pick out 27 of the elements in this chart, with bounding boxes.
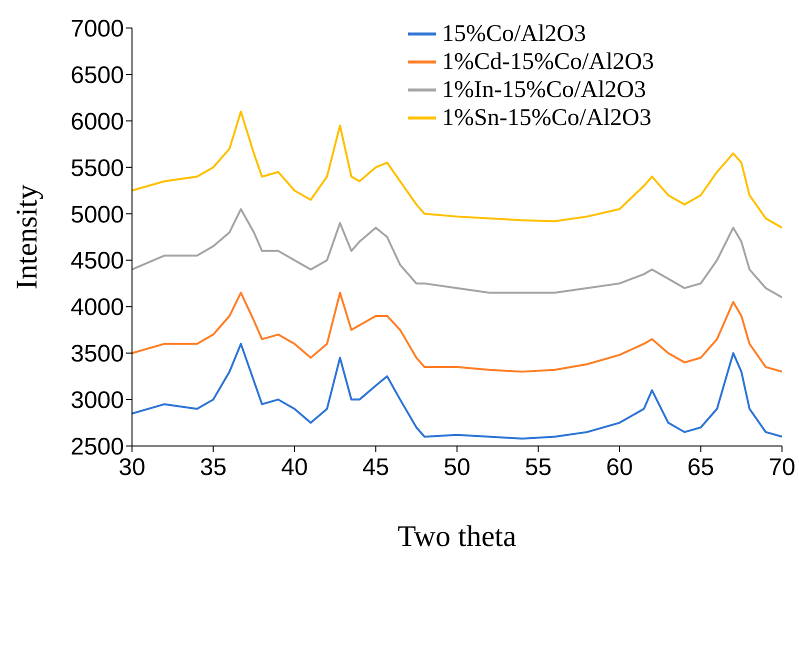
- x-tick-label: 45: [362, 454, 390, 482]
- legend-label: 15%Co/Al2O3: [442, 20, 586, 48]
- x-tick-label: 60: [606, 454, 633, 482]
- legend-label: 1%Cd-15%Co/Al2O3: [442, 48, 654, 76]
- y-tick-label: 3500: [70, 340, 124, 368]
- y-axis-title: Intensity: [10, 184, 44, 290]
- legend-label: 1%Sn-15%Co/Al2O3: [442, 104, 652, 132]
- x-tick-label: 40: [281, 454, 308, 482]
- y-tick-label: 6500: [70, 62, 124, 89]
- x-tick-label: 30: [118, 454, 146, 482]
- x-axis-title: Two theta: [398, 520, 516, 553]
- y-tick-label: 5500: [70, 154, 124, 182]
- x-tick-label: 35: [200, 454, 227, 482]
- y-tick-label: 7000: [70, 16, 124, 43]
- y-tick-label: 5000: [70, 201, 124, 228]
- x-tick-label: 50: [444, 454, 470, 482]
- x-tick-label: 70: [768, 454, 796, 482]
- y-tick-label: 6000: [70, 108, 124, 136]
- line-series: [132, 342, 782, 440]
- line-series: [132, 208, 782, 298]
- legend-label: 1%In-15%Co/Al2O3: [442, 76, 646, 104]
- line-series: [132, 292, 782, 373]
- x-tick-label: 55: [524, 454, 552, 482]
- x-tick-label: 65: [687, 454, 714, 482]
- y-tick-label: 3000: [70, 387, 124, 414]
- y-tick-label: 4000: [70, 294, 124, 322]
- y-tick-label: 4500: [70, 248, 124, 275]
